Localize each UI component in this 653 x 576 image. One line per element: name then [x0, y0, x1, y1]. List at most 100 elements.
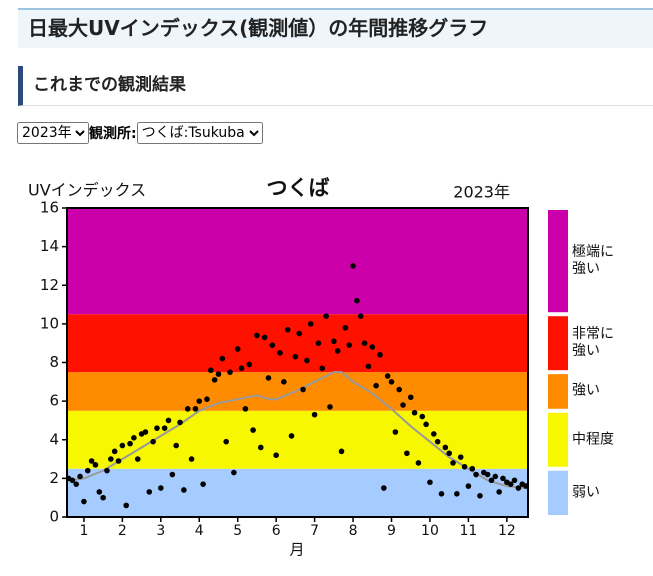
y-tick-label: 10 — [40, 314, 59, 332]
uv-point — [257, 444, 264, 451]
uv-point — [84, 467, 91, 474]
y-tick-label: 14 — [40, 237, 59, 255]
uv-point — [465, 483, 472, 489]
uv-point — [338, 448, 345, 455]
uv-point — [292, 353, 299, 360]
uv-point — [288, 433, 295, 439]
uv-point — [304, 357, 310, 364]
uv-point — [196, 398, 203, 404]
uv-point — [331, 338, 337, 345]
uv-point — [242, 406, 249, 412]
uv-band — [67, 208, 528, 315]
uv-point — [415, 460, 422, 466]
uv-point — [381, 485, 387, 491]
y-tick-label: 4 — [49, 430, 59, 448]
uv-point — [404, 450, 410, 457]
y-tick-label: 16 — [40, 199, 59, 217]
uv-point — [492, 473, 499, 480]
y-tick-label: 0 — [49, 508, 59, 526]
uv-point — [207, 367, 214, 374]
uv-point — [427, 479, 433, 486]
uv-point — [484, 471, 491, 478]
uv-point — [300, 386, 306, 393]
uv-point — [131, 435, 137, 441]
uv-band — [67, 468, 528, 517]
uv-point — [423, 421, 429, 428]
uv-point — [269, 342, 276, 348]
uv-point — [165, 417, 172, 424]
uv-point — [184, 406, 191, 412]
uv-point — [88, 458, 95, 464]
uv-point — [373, 382, 379, 389]
legend-label: 極端に強い — [572, 244, 614, 278]
legend-swatch — [548, 316, 568, 371]
uv-point — [377, 351, 383, 358]
uv-point — [254, 332, 260, 339]
x-axis-label: 月 — [289, 541, 304, 559]
uv-point — [500, 475, 506, 482]
x-tick-label: 4 — [195, 523, 204, 539]
uv-point — [273, 452, 279, 459]
uv-point — [238, 365, 245, 372]
legend-label: 強い — [572, 382, 600, 399]
y-tick-label: 2 — [49, 469, 59, 487]
y-tick-label: 12 — [40, 276, 59, 294]
uv-point — [442, 444, 449, 451]
uv-point — [307, 321, 314, 327]
uv-point — [69, 477, 76, 484]
uv-point — [123, 502, 130, 509]
uv-point — [369, 344, 376, 350]
x-tick-label: 5 — [233, 523, 242, 539]
x-tick-label: 7 — [310, 523, 319, 539]
uv-point — [246, 361, 253, 368]
uv-point — [96, 489, 103, 495]
uv-point — [177, 419, 183, 426]
uv-point — [115, 458, 122, 464]
year-label: 2023年 — [453, 183, 510, 202]
uv-point — [108, 456, 114, 462]
uv-point — [111, 448, 118, 455]
legend-label: 中程度 — [572, 431, 614, 448]
uv-point — [173, 442, 179, 449]
uv-point — [77, 473, 83, 480]
x-tick-label: 10 — [421, 523, 439, 539]
uv-point — [496, 489, 502, 495]
uv-point — [104, 467, 110, 474]
uv-point — [334, 348, 341, 354]
uv-point — [438, 491, 445, 497]
uv-point — [323, 313, 329, 319]
x-tick-label: 9 — [387, 523, 396, 539]
uv-point — [223, 438, 229, 445]
controls: 2023年 観測所: つくば:Tsukuba — [17, 122, 263, 144]
uv-point — [400, 402, 406, 408]
uv-point — [454, 491, 460, 497]
uv-point — [327, 404, 333, 410]
legend-swatch — [548, 374, 568, 409]
uv-point — [396, 386, 402, 393]
x-tick-label: 12 — [498, 523, 516, 539]
uv-point — [354, 297, 360, 304]
uv-point — [158, 485, 164, 491]
uv-point — [473, 471, 479, 478]
chart-title: つくば — [267, 176, 330, 200]
legend-label: 弱い — [572, 484, 600, 501]
x-tick-label: 2 — [118, 523, 127, 539]
uv-point — [219, 355, 226, 362]
uv-point — [200, 481, 206, 487]
x-tick-label: 11 — [459, 523, 477, 539]
year-select[interactable]: 2023年 — [17, 122, 89, 144]
uv-point — [146, 489, 153, 495]
station-select[interactable]: つくば:Tsukuba — [136, 122, 263, 144]
uv-point — [250, 427, 256, 433]
uv-point — [211, 377, 218, 383]
uv-point — [461, 463, 468, 470]
uv-point — [457, 454, 464, 460]
station-label: 観測所: — [89, 126, 137, 142]
uv-point — [134, 456, 141, 462]
legend-label: 非常に強い — [572, 326, 614, 360]
plot-frame — [66, 207, 529, 518]
uv-point — [469, 465, 476, 472]
uv-point — [119, 442, 126, 449]
uv-point — [477, 492, 483, 499]
